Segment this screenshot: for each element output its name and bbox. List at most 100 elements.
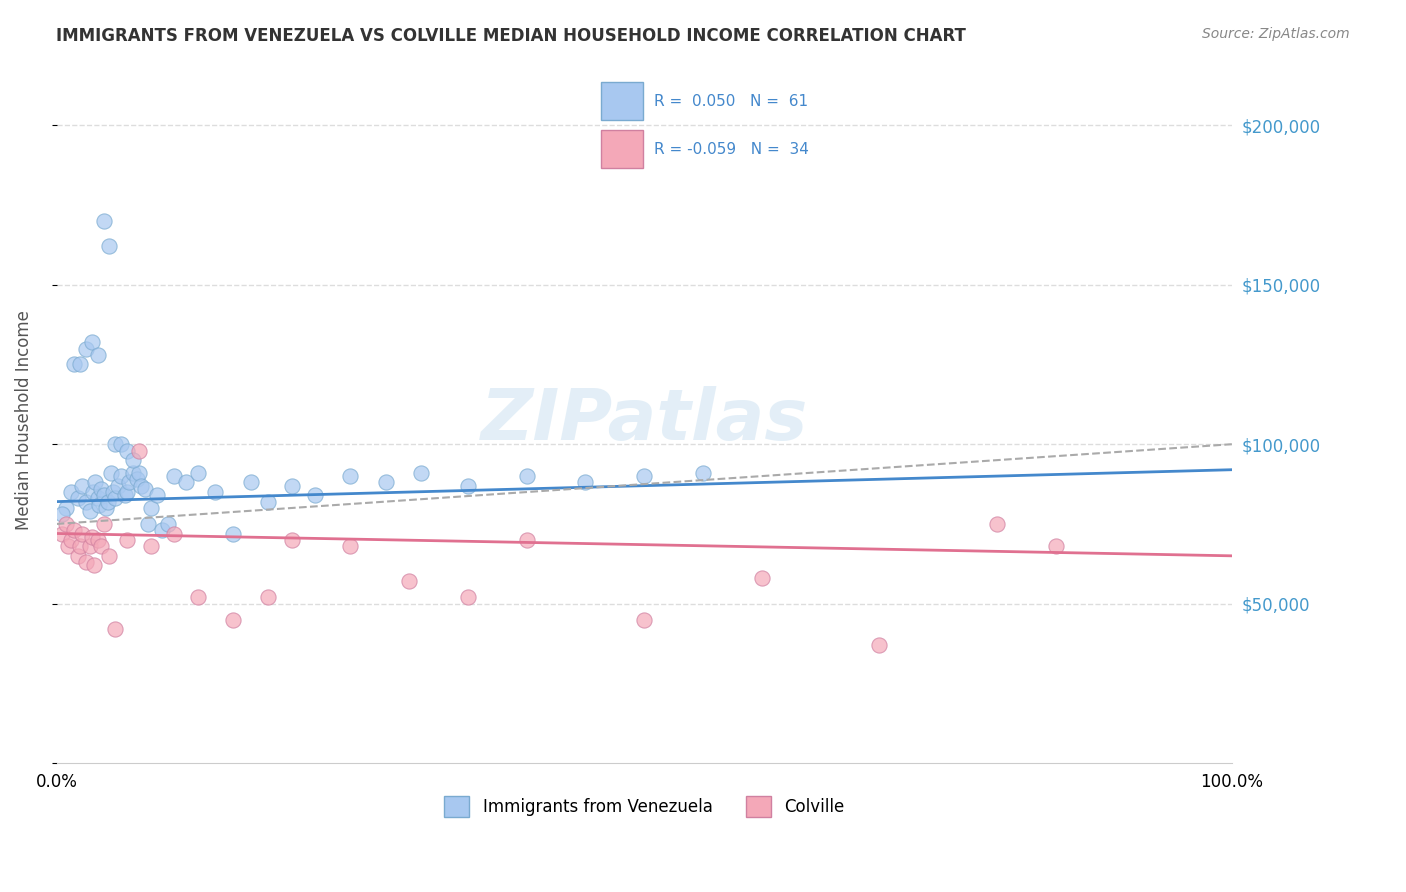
Bar: [602, 130, 643, 168]
Point: [75, 555, 97, 569]
Point: [87, 498, 110, 512]
Point: [66, 491, 89, 506]
Point: [574, 475, 596, 490]
Point: [516, 469, 538, 483]
Point: [118, 475, 141, 490]
Point: [104, 437, 127, 451]
Point: [115, 533, 138, 547]
Point: [516, 533, 538, 547]
Point: [174, 475, 197, 490]
Point: [51, 508, 73, 522]
Point: [94, 500, 117, 515]
Point: [84, 475, 107, 490]
Point: [150, 524, 173, 538]
Point: [457, 478, 479, 492]
Point: [69, 358, 91, 372]
Point: [257, 591, 280, 605]
Point: [104, 491, 127, 506]
Point: [90, 539, 112, 553]
Point: [93, 488, 115, 502]
Text: ZIPatlas: ZIPatlas: [481, 385, 808, 455]
Point: [55, 516, 77, 531]
Point: [633, 469, 655, 483]
Text: Source: ZipAtlas.com: Source: ZipAtlas.com: [1202, 27, 1350, 41]
Point: [163, 469, 186, 483]
Point: [63, 524, 86, 538]
Y-axis label: Median Household Income: Median Household Income: [15, 310, 32, 530]
Point: [239, 475, 262, 490]
Point: [280, 478, 302, 492]
Point: [79, 504, 101, 518]
Point: [115, 485, 138, 500]
Point: [163, 526, 186, 541]
Point: [409, 466, 432, 480]
Point: [75, 494, 97, 508]
Point: [51, 526, 73, 541]
Point: [139, 500, 162, 515]
Point: [83, 558, 105, 573]
Point: [59, 485, 82, 500]
Point: [128, 443, 150, 458]
Point: [66, 549, 89, 563]
Point: [139, 539, 162, 553]
Point: [93, 516, 115, 531]
Text: R = -0.059   N =  34: R = -0.059 N = 34: [654, 142, 808, 157]
Point: [93, 214, 115, 228]
Point: [868, 638, 890, 652]
Point: [80, 335, 103, 350]
Point: [87, 533, 110, 547]
Point: [87, 491, 110, 506]
Point: [751, 571, 773, 585]
Point: [122, 453, 145, 467]
Point: [986, 516, 1008, 531]
Point: [80, 530, 103, 544]
Point: [63, 358, 86, 372]
Point: [75, 342, 97, 356]
Point: [87, 348, 110, 362]
Point: [115, 443, 138, 458]
Bar: [602, 82, 643, 120]
Point: [110, 469, 132, 483]
Point: [157, 516, 180, 531]
Text: R =  0.050   N =  61: R = 0.050 N = 61: [654, 94, 808, 109]
Text: IMMIGRANTS FROM VENEZUELA VS COLVILLE MEDIAN HOUSEHOLD INCOME CORRELATION CHART: IMMIGRANTS FROM VENEZUELA VS COLVILLE ME…: [56, 27, 966, 45]
Point: [72, 478, 94, 492]
Point: [69, 539, 91, 553]
Point: [101, 485, 124, 500]
Point: [339, 469, 361, 483]
Point: [398, 574, 420, 589]
Point: [59, 533, 82, 547]
Point: [122, 466, 145, 480]
Point: [222, 526, 245, 541]
Point: [280, 533, 302, 547]
Point: [633, 613, 655, 627]
Point: [204, 485, 226, 500]
Point: [457, 591, 479, 605]
Point: [187, 466, 209, 480]
Point: [187, 591, 209, 605]
Point: [55, 500, 77, 515]
Point: [72, 526, 94, 541]
Point: [134, 482, 156, 496]
Legend: Immigrants from Venezuela, Colville: Immigrants from Venezuela, Colville: [437, 789, 851, 823]
Point: [257, 494, 280, 508]
Point: [107, 478, 129, 492]
Point: [136, 516, 159, 531]
Point: [82, 485, 104, 500]
Point: [145, 488, 167, 502]
Point: [339, 539, 361, 553]
Point: [374, 475, 396, 490]
Point: [98, 239, 121, 253]
Point: [110, 437, 132, 451]
Point: [222, 613, 245, 627]
Point: [692, 466, 714, 480]
Point: [128, 466, 150, 480]
Point: [98, 549, 121, 563]
Point: [129, 478, 152, 492]
Point: [114, 488, 136, 502]
Point: [304, 488, 326, 502]
Point: [1045, 539, 1067, 553]
Point: [125, 472, 148, 486]
Point: [90, 482, 112, 496]
Point: [97, 494, 120, 508]
